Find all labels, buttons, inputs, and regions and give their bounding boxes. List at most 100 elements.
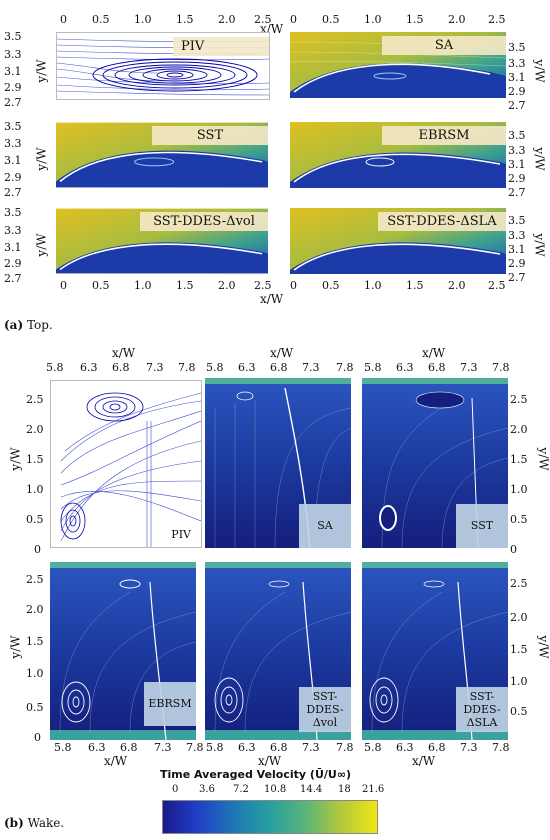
panel-label: SST — [152, 126, 268, 145]
tick: 6.3 — [88, 741, 106, 754]
panel-label: PIV — [171, 528, 191, 541]
tick: 7.8 — [178, 361, 196, 374]
tick: 2.5 — [26, 393, 44, 406]
tick: 0 — [290, 279, 297, 292]
wake-x-label-bottom: x/W — [412, 754, 436, 768]
wake-panel-ebrsm: EBRSM — [50, 562, 196, 740]
tick: 0 — [290, 13, 297, 26]
panel-label: SA — [382, 36, 506, 55]
wake-panel-sst: SST — [362, 378, 508, 548]
tick: 3.3 — [508, 144, 526, 157]
tick: 2.0 — [510, 423, 528, 436]
tick: 3.1 — [508, 71, 526, 84]
tick: 2.9 — [4, 171, 22, 184]
top-panel-ebrsm: EBRSM — [290, 122, 506, 188]
tick: 7.8 — [492, 741, 510, 754]
tick: 0.5 — [92, 279, 110, 292]
wake-panel-ddes-sla: SST- DDES- ΔSLA — [362, 562, 508, 740]
tick: 2.0 — [218, 13, 236, 26]
tick: 5.8 — [206, 741, 224, 754]
tick: 2.9 — [4, 81, 22, 94]
tick: 3.5 — [4, 30, 22, 43]
top-panel-sst: SST — [56, 122, 268, 188]
tick: 2.7 — [4, 272, 22, 285]
tick: 1.0 — [26, 667, 44, 680]
tick: 3.3 — [4, 224, 22, 237]
top-y-label-right: y/W — [532, 147, 547, 171]
tick: 2.5 — [488, 279, 506, 292]
wake-x-label: x/W — [422, 346, 446, 360]
tick: 0 — [60, 279, 67, 292]
tick: 1.0 — [364, 279, 382, 292]
panel-label: PIV — [173, 37, 269, 56]
tick: 2.0 — [26, 423, 44, 436]
top-xaxis-top-right: 0 0.5 1.0 1.5 2.0 2.5 — [286, 14, 516, 28]
caption-text: Wake. — [23, 816, 65, 830]
caption-text: Top. — [23, 318, 53, 332]
tick: 6.3 — [238, 741, 256, 754]
tick: 2.7 — [4, 186, 22, 199]
tick: 5.8 — [206, 361, 224, 374]
caption-letter: (b) — [4, 816, 24, 830]
tick: 21.6 — [362, 784, 385, 795]
tick: 5.8 — [364, 361, 382, 374]
top-x-label-bottom: x/W — [260, 292, 284, 306]
tick: 0.5 — [26, 513, 44, 526]
wake-y-label-right: y/W — [536, 447, 550, 471]
tick: 7.3 — [460, 361, 478, 374]
panel-label: SA — [299, 504, 351, 548]
tick: 1.5 — [176, 279, 194, 292]
top-xaxis-top-left: 0 0.5 1.0 1.5 2.0 2.5 — [56, 13, 272, 28]
top-panel-piv: PIV — [56, 32, 270, 100]
tick: 6.8 — [112, 361, 130, 374]
tick: 1.0 — [26, 483, 44, 496]
tick: 0.5 — [322, 13, 340, 26]
tick: 2.9 — [508, 172, 526, 185]
wake-panel-piv: PIV — [50, 380, 202, 548]
wake-panel-ddes-vol: SST- DDES- Δvol — [205, 562, 351, 740]
tick: 2.5 — [254, 279, 272, 292]
caption-wake: (b) Wake. — [4, 816, 64, 830]
tick: 2.0 — [26, 603, 44, 616]
tick: 1.5 — [510, 643, 528, 656]
tick: 3.5 — [4, 120, 22, 133]
top-y-label: y/W — [34, 59, 49, 83]
tick: 7.8 — [492, 361, 510, 374]
tick: 6.3 — [238, 361, 256, 374]
tick: 6.8 — [270, 361, 288, 374]
tick: 3.3 — [4, 137, 22, 150]
tick: 2.0 — [448, 13, 466, 26]
tick: 0.5 — [322, 279, 340, 292]
tick: 0.5 — [510, 513, 528, 526]
tick: 6.8 — [120, 741, 138, 754]
tick: 1.5 — [26, 635, 44, 648]
caption-top: (a) Top. — [4, 318, 53, 332]
colorbar-title: Time Averaged Velocity (Ū/U∞) — [160, 768, 352, 781]
top-y-label: y/W — [34, 147, 49, 171]
tick: 3.1 — [4, 65, 22, 78]
top-y-label: y/W — [34, 233, 49, 257]
tick: 3.1 — [4, 154, 22, 167]
tick: 10.8 — [264, 784, 287, 795]
tick: 7.8 — [336, 741, 354, 754]
top-panel-sa: SA — [290, 32, 506, 98]
tick: 1.5 — [406, 279, 424, 292]
tick: 2.7 — [508, 186, 526, 199]
tick: 7.8 — [336, 361, 354, 374]
tick: 7.3 — [460, 741, 478, 754]
tick: 3.3 — [4, 48, 22, 61]
wake-x-label-bottom: x/W — [258, 754, 282, 768]
tick: 2.9 — [4, 257, 22, 270]
wake-panel-sa: SA — [205, 378, 351, 548]
tick: 3.1 — [4, 241, 22, 254]
tick: 6.3 — [80, 361, 98, 374]
tick: 1.5 — [406, 13, 424, 26]
tick: 6.3 — [396, 361, 414, 374]
wake-xaxis-top: 5.8 6.3 6.8 7.3 7.8 5.8 6.3 6.8 7.3 7.8 … — [46, 362, 526, 376]
panel-label: SST-DDES-ΔSLA — [378, 212, 506, 231]
tick: 7.3 — [302, 361, 320, 374]
tick: 2.7 — [508, 99, 526, 112]
tick: 3.3 — [508, 57, 526, 70]
tick: 1.0 — [510, 675, 528, 688]
tick: 3.1 — [508, 158, 526, 171]
